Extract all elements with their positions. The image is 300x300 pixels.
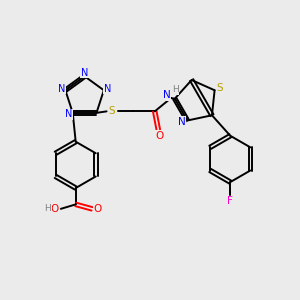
Text: N: N <box>65 109 73 119</box>
Text: N: N <box>163 90 170 100</box>
Text: F: F <box>227 196 233 206</box>
Text: O: O <box>156 131 164 141</box>
Text: S: S <box>109 106 115 116</box>
Text: H: H <box>172 85 179 94</box>
Text: O: O <box>50 204 58 214</box>
Text: S: S <box>217 83 223 93</box>
Text: N: N <box>104 84 111 94</box>
Text: N: N <box>81 68 88 78</box>
Text: H: H <box>44 204 51 213</box>
Text: N: N <box>58 84 65 94</box>
Text: O: O <box>93 204 101 214</box>
Text: N: N <box>178 117 186 127</box>
